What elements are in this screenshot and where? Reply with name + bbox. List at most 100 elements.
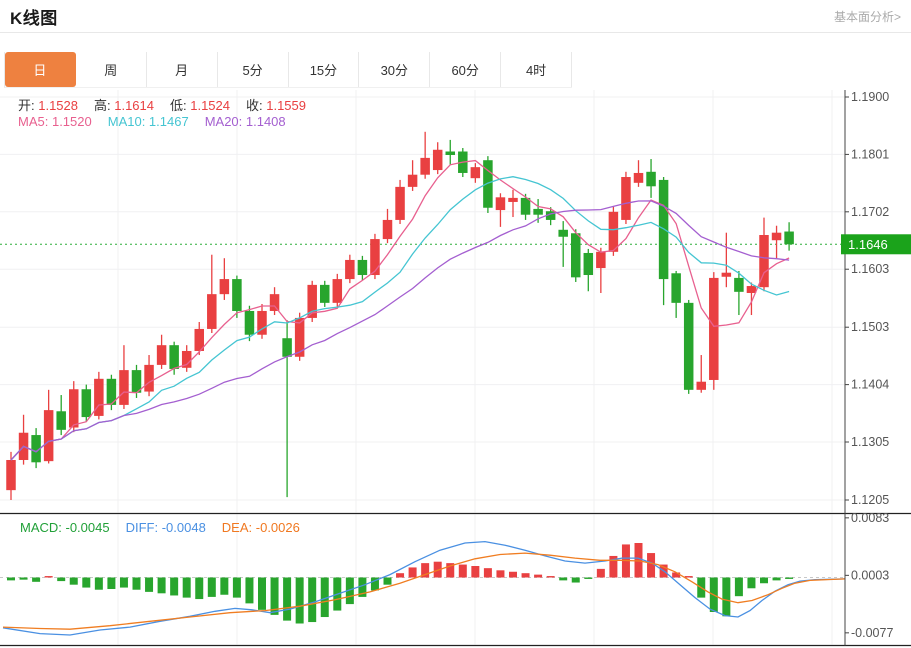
candle-body bbox=[56, 411, 66, 430]
candle-body bbox=[69, 389, 79, 428]
tab-day[interactable]: 日 bbox=[5, 52, 76, 87]
candle-body bbox=[194, 328, 204, 351]
candle-body bbox=[156, 345, 167, 365]
tab-month[interactable]: 月 bbox=[146, 52, 218, 87]
macd-bar bbox=[270, 577, 279, 615]
tab-5min[interactable]: 5分 bbox=[217, 52, 289, 87]
ohlc-readout: 开: 1.1528 高: 1.1614 低: 1.1524 收: 1.1559 bbox=[18, 95, 322, 114]
macd-bar bbox=[94, 577, 103, 590]
fundamental-analysis-link[interactable]: 基本面分析> bbox=[833, 9, 901, 24]
ohlc-item-3: 收: 1.1559 bbox=[246, 98, 306, 113]
macd-bar bbox=[32, 577, 41, 582]
candle-body bbox=[545, 211, 556, 220]
candle-body bbox=[395, 186, 405, 220]
macd-item-0: MACD: -0.0045 bbox=[20, 520, 110, 535]
page-title: K线图 bbox=[10, 8, 58, 28]
price-tick-label: 1.1305 bbox=[851, 435, 889, 449]
candle-body bbox=[294, 317, 305, 357]
candle-body bbox=[495, 197, 506, 211]
tab-60min[interactable]: 60分 bbox=[430, 52, 502, 87]
macd-bar bbox=[772, 577, 781, 581]
macd-tick-label: 0.0083 bbox=[851, 511, 889, 525]
macd-bar bbox=[534, 574, 543, 578]
macd-bar bbox=[258, 577, 266, 610]
macd-bar bbox=[571, 577, 580, 583]
candle-body bbox=[445, 151, 455, 155]
candle-body bbox=[332, 279, 343, 303]
macd-bar bbox=[295, 577, 304, 624]
macd-bar bbox=[584, 577, 593, 579]
price-tick-label: 1.1900 bbox=[851, 90, 889, 104]
candle-body bbox=[81, 389, 92, 418]
candle-body bbox=[470, 167, 481, 179]
candle-body bbox=[709, 277, 719, 380]
macd-tick-label: 0.0003 bbox=[851, 568, 889, 582]
candle-body bbox=[646, 171, 656, 187]
candle-body bbox=[633, 172, 644, 183]
macd-bar bbox=[170, 577, 179, 596]
macd-bar bbox=[245, 577, 254, 604]
price-tick-label: 1.1702 bbox=[851, 205, 889, 219]
macd-bar bbox=[57, 577, 66, 582]
macd-item-2: DEA: -0.0026 bbox=[221, 520, 300, 535]
candle-body bbox=[169, 345, 179, 369]
macd-bar bbox=[320, 577, 329, 618]
candle-body bbox=[244, 310, 255, 335]
macd-bar bbox=[220, 577, 229, 595]
ma5-line bbox=[10, 159, 790, 461]
macd-bar bbox=[471, 566, 480, 578]
kline-chart-area: 1.1900 1.1801 1.1702 1.1603 1.1503 1.1404 1.13… bbox=[0, 88, 911, 648]
last-price-badge-value: 1.1646 bbox=[848, 237, 888, 252]
macd-bar bbox=[559, 577, 568, 581]
candle-body bbox=[571, 233, 581, 278]
macd-bar bbox=[19, 577, 28, 580]
candle-body bbox=[671, 273, 681, 303]
candle-body bbox=[219, 279, 230, 295]
price-tick-label: 1.1205 bbox=[851, 493, 889, 507]
diff-line bbox=[2, 540, 846, 636]
macd-bar bbox=[546, 576, 555, 578]
tab-30min[interactable]: 30分 bbox=[359, 52, 431, 87]
candle-body bbox=[771, 232, 782, 241]
ma10-line bbox=[10, 176, 790, 461]
macd-bar bbox=[207, 577, 216, 597]
candle-body bbox=[721, 272, 732, 277]
candle-body bbox=[207, 294, 217, 329]
candle-body bbox=[420, 157, 430, 175]
interval-tab-bar: 日周月 5分 15分 30分 60分 4时 bbox=[4, 52, 572, 88]
candle-body bbox=[407, 174, 418, 187]
candle-body bbox=[608, 211, 619, 252]
candle-body bbox=[382, 219, 393, 240]
tab-4hour[interactable]: 4时 bbox=[501, 52, 572, 87]
candle-body bbox=[144, 364, 154, 392]
candle-body bbox=[94, 378, 104, 416]
candle-body bbox=[683, 302, 694, 390]
candle-body bbox=[784, 231, 794, 245]
candle-body bbox=[621, 177, 631, 220]
macd-bar bbox=[82, 577, 91, 588]
candle-body bbox=[119, 370, 129, 405]
macd-readout: MACD: -0.0045 DIFF: -0.0048 DEA: -0.0026 bbox=[20, 520, 316, 535]
ohlc-item-0: 开: 1.1528 bbox=[18, 98, 78, 113]
candle-body bbox=[345, 259, 355, 280]
tab-15min[interactable]: 15分 bbox=[288, 52, 360, 87]
macd-bar bbox=[509, 571, 517, 578]
ma-item-0: MA5: 1.1520 bbox=[18, 114, 92, 129]
macd-bar bbox=[747, 577, 756, 589]
candle-body bbox=[320, 284, 330, 303]
macd-bar bbox=[672, 572, 681, 578]
candle-body bbox=[508, 197, 518, 202]
macd-bar bbox=[383, 577, 392, 585]
tab-week[interactable]: 周 bbox=[75, 52, 147, 87]
candle-body bbox=[307, 284, 317, 318]
candle-body bbox=[432, 149, 443, 171]
macd-bar bbox=[483, 568, 492, 578]
candle-body bbox=[106, 378, 117, 405]
macd-bar bbox=[44, 576, 53, 578]
candle-body bbox=[282, 338, 292, 357]
macd-bar bbox=[496, 570, 505, 578]
macd-item-1: DIFF: -0.0048 bbox=[125, 520, 206, 535]
candle-body bbox=[181, 350, 192, 368]
ma-readout: MA5: 1.1520 MA10: 1.1467 MA20: 1.1408 bbox=[18, 114, 302, 129]
kline-chart[interactable]: 1.1900 1.1801 1.1702 1.1603 1.1503 1.1404 1.13… bbox=[0, 88, 911, 648]
